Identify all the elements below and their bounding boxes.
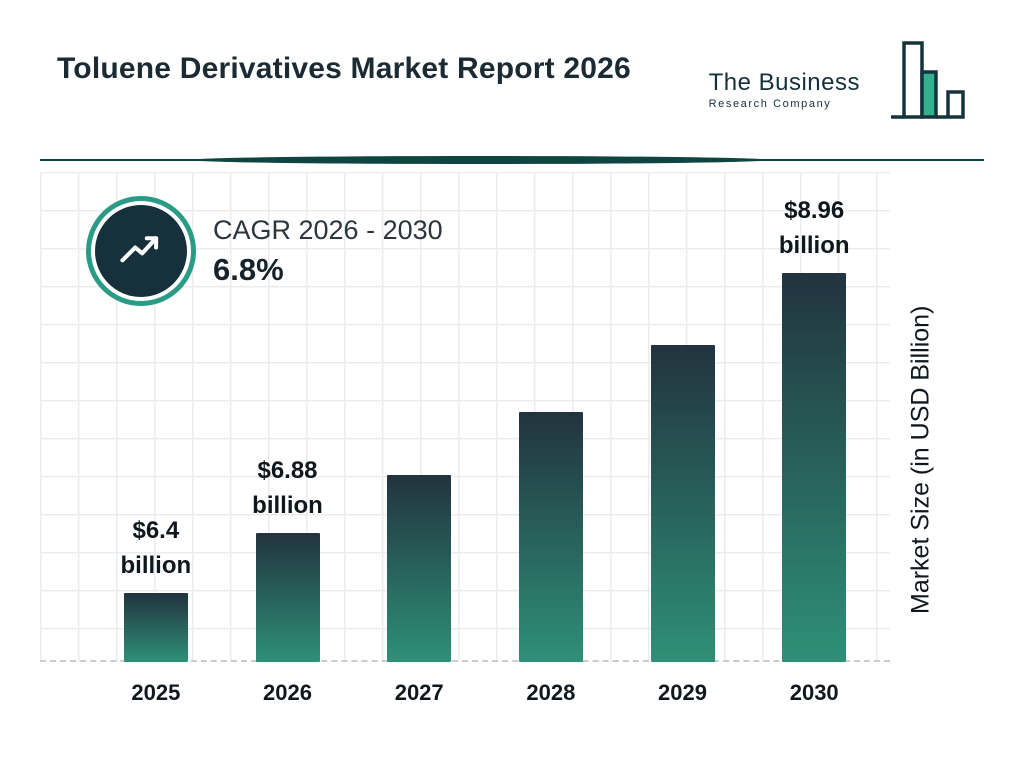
bar-group-2028 (485, 172, 617, 662)
cagr-value: 6.8% (213, 251, 284, 287)
cagr-label: CAGR 2026 - 2030 (213, 214, 443, 245)
bar-group-2025: $6.4 billion (90, 172, 222, 662)
logo-text: The Business Research Company (709, 69, 860, 124)
x-axis-label-2030: 2030 (789, 680, 839, 705)
logo-subname: Research Company (708, 98, 832, 110)
bar-2029 (650, 345, 715, 662)
y-axis-title: Market Size (in USD Billion) (906, 305, 935, 615)
x-axis-label-2026: 2026 (263, 680, 312, 705)
page-title: Toluene Derivatives Market Report 2026 (57, 52, 631, 85)
company-logo: The Business Research Company (709, 38, 966, 124)
logo-bar-chart-icon (891, 41, 965, 119)
bar-chart: $6.4 billion $6.88 billion $8.96 billion (90, 172, 880, 662)
cagr-text: CAGR 2026 - 2030 6.8% (213, 215, 443, 288)
x-axis-label-2025: 2025 (131, 680, 181, 705)
bar-2025 (123, 593, 188, 662)
bar-value-label-2026: $6.88 billion (252, 457, 323, 520)
bar-group-2026: $6.88 billion (222, 172, 354, 662)
bar-2027 (387, 475, 452, 662)
bar-group-2030: $8.96 billion (748, 172, 880, 662)
bar-value-label-2025: $6.4 billion (120, 517, 192, 580)
bar-2028 (518, 412, 583, 662)
bar-2026 (255, 533, 320, 662)
x-axis-labels: 2025 2026 2027 2028 2029 2030 (90, 680, 880, 706)
x-axis-label-2028: 2028 (526, 680, 576, 705)
x-axis-label-2029: 2029 (658, 680, 707, 705)
divider-line (40, 156, 984, 164)
bar-2030 (782, 273, 847, 662)
bar-group-2029 (617, 172, 749, 662)
bar-group-2027 (353, 172, 485, 662)
bar-value-label-2030: $8.96 billion (778, 197, 850, 260)
logo-name: The Business (708, 69, 860, 96)
cagr-badge: CAGR 2026 - 2030 6.8% (95, 205, 443, 297)
x-axis-label-2027: 2027 (394, 680, 444, 705)
trend-arrow-glyph (120, 236, 159, 263)
trend-up-icon (95, 205, 187, 297)
